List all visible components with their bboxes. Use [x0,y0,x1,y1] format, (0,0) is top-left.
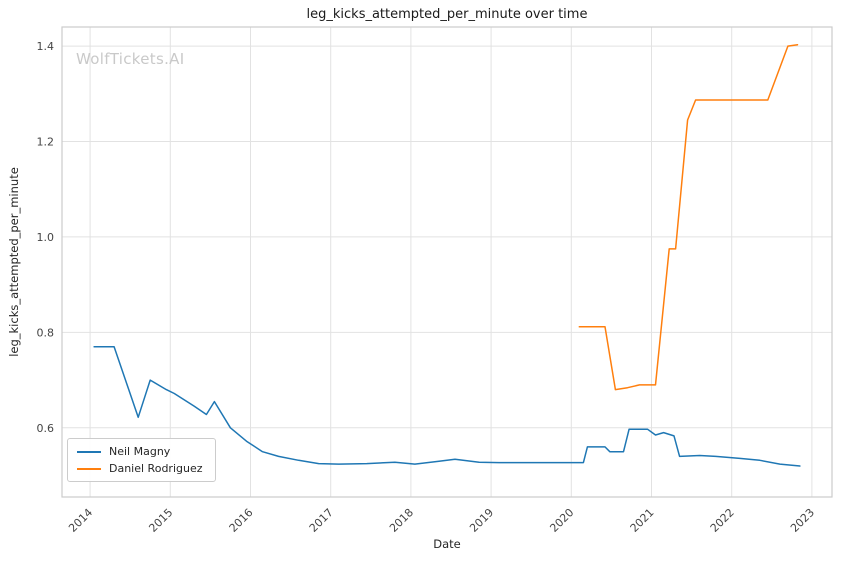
y-tick-label: 1.4 [37,40,55,53]
x-tick-label: 2020 [547,506,576,535]
series-line-daniel-rodriguez [578,43,799,391]
legend-label: Daniel Rodriguez [109,462,203,475]
x-axis-label: Date [433,537,461,551]
legend: Neil Magny Daniel Rodriguez [67,438,216,482]
x-tick-label: 2019 [467,506,496,535]
series-line-neil-magny [93,345,801,467]
x-tick-label: 2017 [307,506,336,535]
plot-border [61,26,833,498]
y-tick-label: 0.6 [37,422,55,435]
legend-entry: Neil Magny [77,446,203,457]
y-tick-label: 1.2 [37,136,55,149]
watermark: WolfTickets.AI [76,50,185,68]
y-tick-label: 1.0 [37,231,55,244]
x-tick-label: 2018 [387,506,416,535]
legend-line-swatch [77,467,101,470]
x-tick-label: 2015 [146,506,175,535]
x-tick-label: 2021 [628,506,657,535]
legend-label: Neil Magny [109,445,171,458]
y-tick-label: 0.8 [37,326,55,339]
legend-entry: Daniel Rodriguez [77,463,203,474]
y-axis-label: leg_kicks_attempted_per_minute [7,167,21,357]
x-tick-label: 2023 [788,506,817,535]
x-tick-label: 2016 [227,506,256,535]
chart-title: leg_kicks_attempted_per_minute over time [306,7,588,22]
x-tick-label: 2022 [708,506,737,535]
x-tick-label: 2014 [66,506,95,535]
legend-line-swatch [77,450,101,453]
